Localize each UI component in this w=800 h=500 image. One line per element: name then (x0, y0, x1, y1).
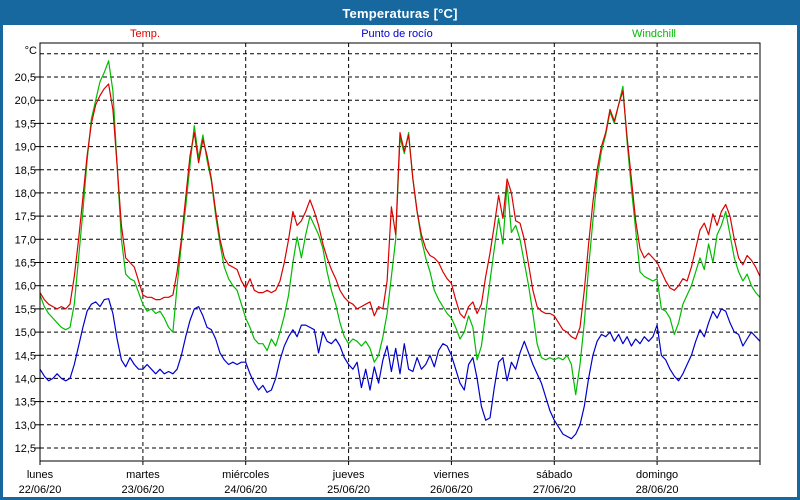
day-name: viernes (434, 469, 470, 481)
svg-text:17,5: 17,5 (15, 211, 36, 223)
day-date: 23/06/20 (121, 484, 164, 496)
y-axis-unit: °C (25, 45, 37, 57)
svg-text:17,0: 17,0 (15, 234, 36, 246)
svg-text:19,0: 19,0 (15, 142, 36, 154)
svg-text:12,5: 12,5 (15, 443, 36, 455)
day-labels: lunes 22/06/20 martes 23/06/20 miércoles 24/0… (19, 461, 761, 496)
day-name: domingo (636, 469, 678, 481)
day-name: jueves (332, 469, 365, 481)
svg-text:19,5: 19,5 (15, 118, 36, 130)
svg-text:16,5: 16,5 (15, 258, 36, 270)
day-date: 27/06/20 (533, 484, 576, 496)
svg-text:13,0: 13,0 (15, 420, 36, 432)
day-name: miércoles (222, 469, 270, 481)
day-date: 22/06/20 (19, 484, 62, 496)
plot-frame (39, 42, 761, 462)
series-dewpoint-line (39, 298, 761, 440)
h-gridlines (40, 53, 760, 449)
svg-text:14,0: 14,0 (15, 373, 36, 385)
day-name: lunes (27, 469, 54, 481)
temperature-chart: 20,5 20,0 19,5 19,0 18,5 18,0 17,5 17,0 16,5 16,0… (15, 42, 761, 496)
v-gridlines (142, 43, 658, 461)
day-date: 24/06/20 (224, 484, 267, 496)
y-axis-labels: 20,5 20,0 19,5 19,0 18,5 18,0 17,5 17,0 16,5 16,0… (15, 72, 40, 455)
day-name: martes (126, 469, 160, 481)
svg-text:16,0: 16,0 (15, 281, 36, 293)
day-date: 26/06/20 (430, 484, 473, 496)
svg-text:15,0: 15,0 (15, 327, 36, 339)
title-bar: Temperaturas [°C] (3, 3, 797, 25)
svg-text:20,5: 20,5 (15, 72, 36, 84)
day-date: 25/06/20 (327, 484, 370, 496)
svg-text:13,5: 13,5 (15, 397, 36, 409)
svg-text:18,5: 18,5 (15, 165, 36, 177)
series-temp-line (39, 83, 761, 340)
svg-text:20,0: 20,0 (15, 95, 36, 107)
window-title: Temperaturas [°C] (342, 6, 458, 21)
svg-text:14,5: 14,5 (15, 350, 36, 362)
day-date: 28/06/20 (636, 484, 679, 496)
svg-text:18,0: 18,0 (15, 188, 36, 200)
legend-dewpoint: Punto de rocío (361, 28, 433, 40)
legend-windchill: Windchill (631, 28, 677, 40)
legend-temp: Temp. (130, 28, 160, 40)
day-name: sábado (536, 469, 572, 481)
svg-text:15,5: 15,5 (15, 304, 36, 316)
series-windchill-line (39, 60, 761, 396)
